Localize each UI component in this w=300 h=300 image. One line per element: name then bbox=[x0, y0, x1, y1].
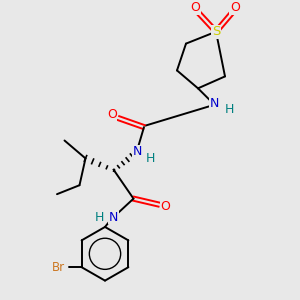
Text: H: H bbox=[95, 211, 104, 224]
Text: H: H bbox=[225, 103, 234, 116]
Text: N: N bbox=[109, 211, 118, 224]
Text: N: N bbox=[132, 145, 142, 158]
Text: O: O bbox=[191, 1, 200, 14]
Text: H: H bbox=[145, 152, 155, 166]
Text: O: O bbox=[161, 200, 170, 213]
Text: N: N bbox=[210, 97, 219, 110]
Text: Br: Br bbox=[52, 261, 65, 274]
Text: O: O bbox=[107, 108, 117, 121]
Text: O: O bbox=[230, 1, 240, 14]
Text: S: S bbox=[212, 25, 220, 38]
